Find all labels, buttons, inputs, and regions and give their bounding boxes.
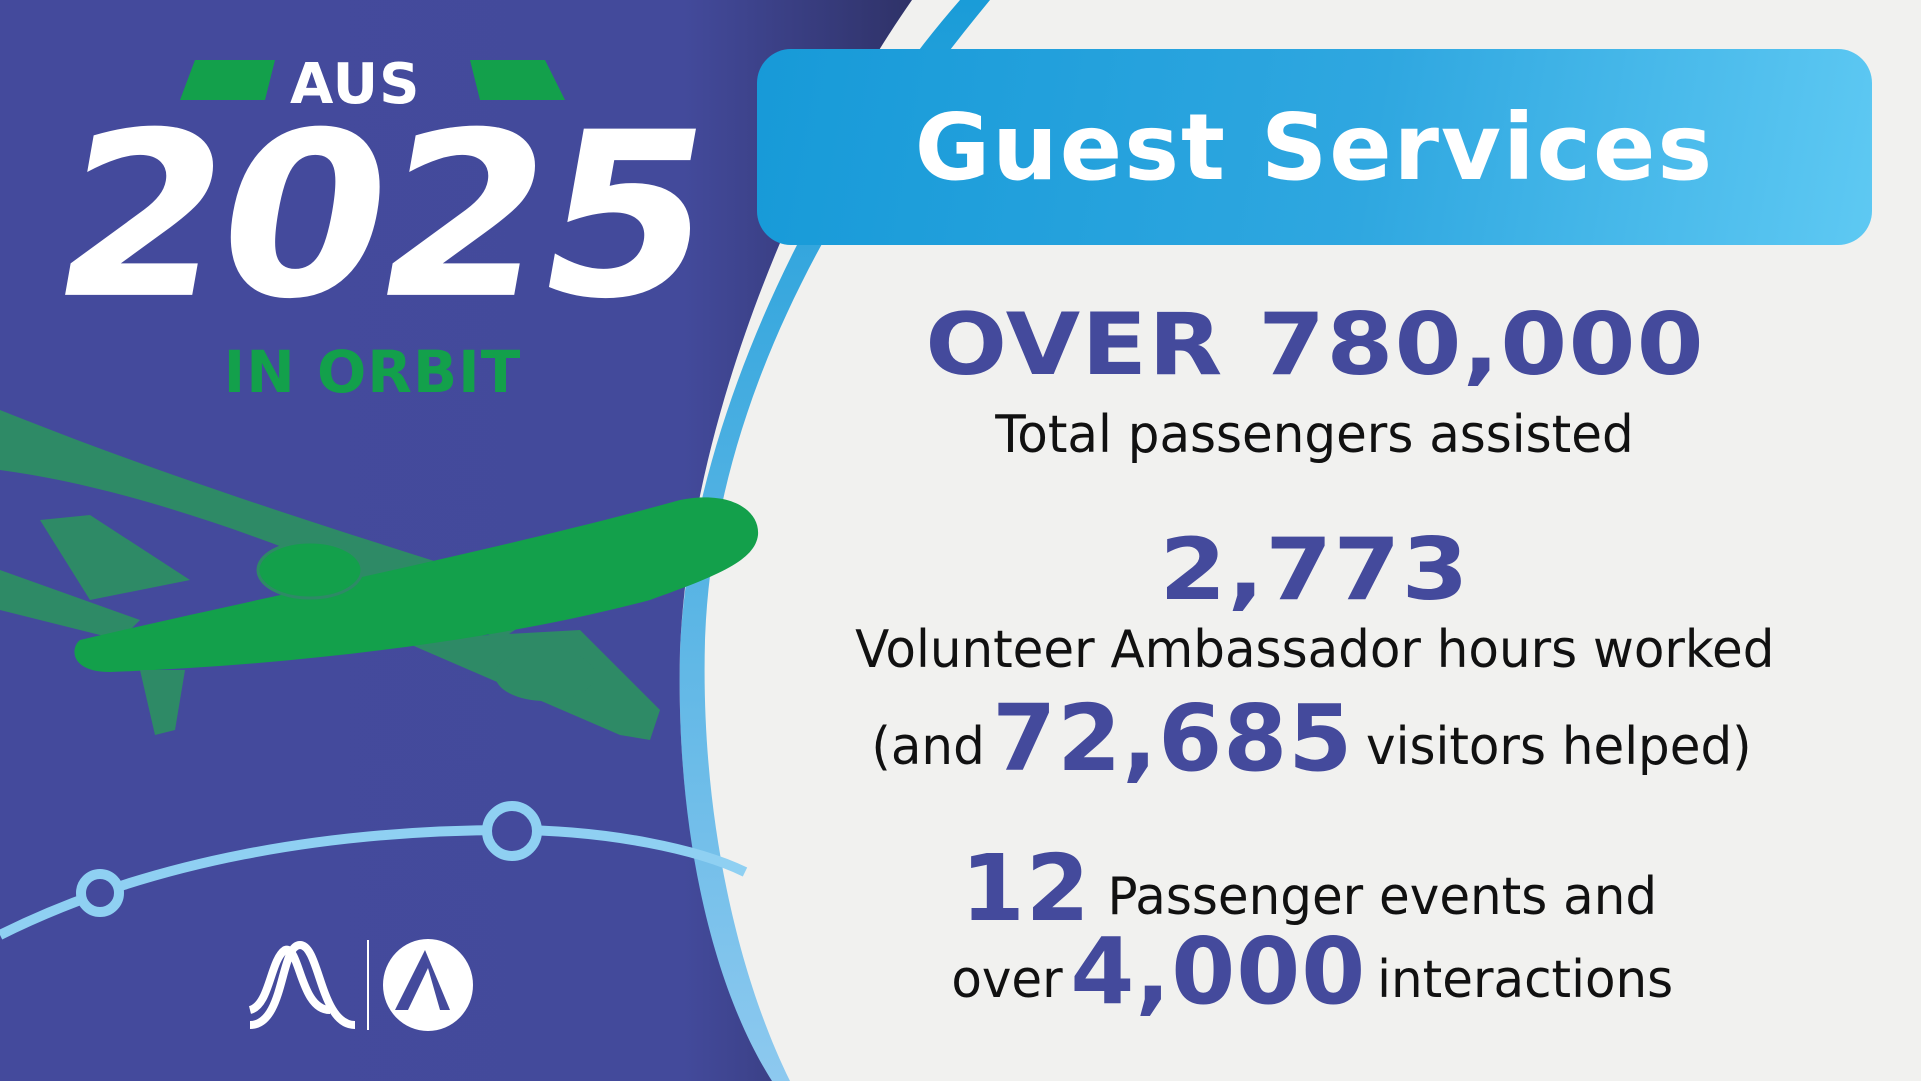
- stat-interactions-row: over 4,000 interactions: [757, 918, 1872, 1025]
- stat-label: Passenger events and: [1107, 867, 1657, 927]
- airplane-icon: [0, 410, 759, 740]
- stat-volunteer-hours: 2,773: [757, 520, 1872, 620]
- stat-label: Volunteer Ambassador hours worked: [854, 620, 1775, 680]
- city-of-austin-logo: [248, 940, 356, 1029]
- logo-aus-text: AUS: [290, 52, 421, 117]
- stat-value: 72,685: [992, 685, 1354, 792]
- stat-visitors-row: (and 72,685 visitors helped): [757, 685, 1872, 792]
- purple-panel: [0, 0, 912, 1081]
- stat-text: visitors helped): [1366, 717, 1752, 777]
- stat-volunteer-label-row: Volunteer Ambassador hours worked: [757, 620, 1872, 680]
- stat-text: (and: [871, 717, 985, 777]
- stat-label: Total passengers assisted: [995, 405, 1634, 465]
- stat-value: 4,000: [1070, 918, 1367, 1025]
- stat-value: 2,773: [1159, 520, 1470, 620]
- stat-value: 12: [960, 835, 1091, 942]
- stat-passengers-label-row: Total passengers assisted: [757, 405, 1872, 465]
- logo-green-tab-right: [470, 60, 565, 100]
- orbit-path-icon: [0, 801, 748, 940]
- stat-value: OVER 780,000: [924, 295, 1705, 395]
- title-banner: Guest Services: [757, 49, 1872, 245]
- page-title: Guest Services: [914, 93, 1715, 201]
- stat-passengers: OVER 780,000: [757, 295, 1872, 395]
- stat-events-row: 12 Passenger events and: [757, 835, 1872, 942]
- stat-text: interactions: [1377, 950, 1674, 1010]
- logo-green-tab-left: [180, 60, 275, 100]
- logo-subtitle: IN ORBIT: [223, 338, 522, 406]
- logo-year: 2025: [36, 83, 728, 349]
- stat-text: over: [951, 950, 1063, 1010]
- aus-airport-logo: [383, 939, 473, 1031]
